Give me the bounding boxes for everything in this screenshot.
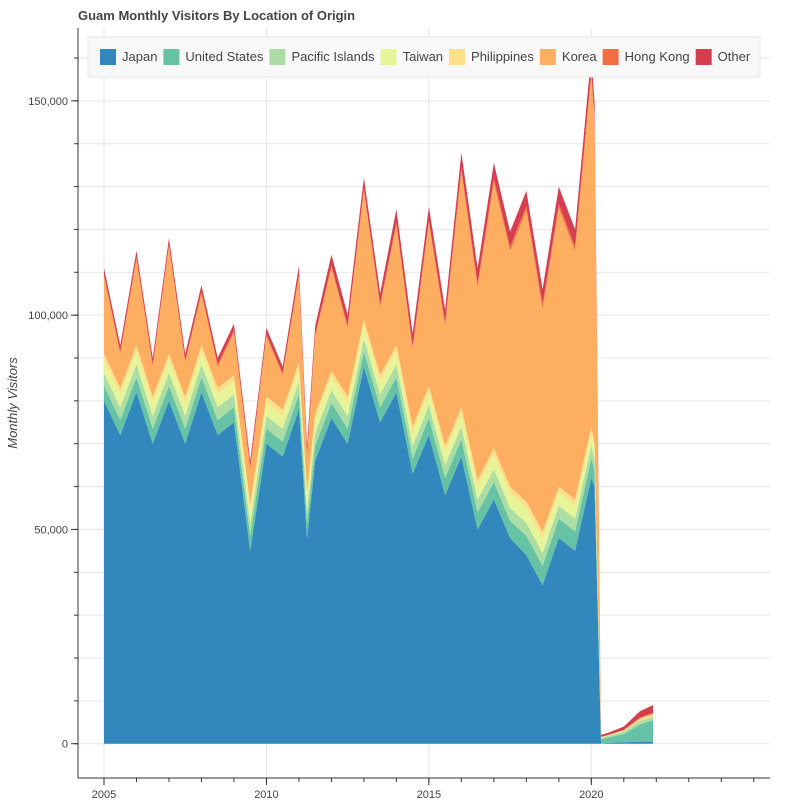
legend-label: Taiwan: [403, 49, 443, 64]
area-other: [103, 53, 654, 737]
legend-label: Philippines: [471, 49, 534, 64]
area-japan: [103, 366, 654, 744]
y-tick-label: 150,000: [28, 96, 68, 108]
y-tick-label: 100,000: [28, 310, 68, 322]
y-tick-label: 0: [62, 739, 68, 751]
legend-swatch: [539, 49, 556, 65]
legend-item[interactable]: Korea: [539, 49, 597, 65]
legend-swatch: [163, 49, 180, 65]
legend-label: Japan: [122, 49, 157, 64]
legend-layer: Japan United States Pacific Islands Taiwan P…: [87, 36, 761, 78]
legend-label: Korea: [562, 49, 597, 64]
legend-label: Pacific Islands: [291, 49, 375, 64]
x-tick-label: 2005: [92, 789, 116, 800]
legend-item[interactable]: Taiwan: [380, 49, 443, 65]
axis-layer: 0 50,000 100,000 150,000 2005 2010 2015 2020 Mon…: [5, 28, 770, 800]
legend-item[interactable]: Philippines: [449, 49, 534, 65]
legend-item[interactable]: Hong Kong: [602, 49, 690, 65]
legend-swatch: [602, 49, 619, 65]
legend-item[interactable]: Pacific Islands: [269, 49, 375, 65]
area-korea: [103, 75, 654, 737]
legend-swatch: [380, 49, 397, 65]
area-layer: [103, 53, 654, 744]
x-tick-label: 2015: [417, 789, 441, 800]
y-tick-label: 50,000: [34, 524, 68, 536]
legend-label: United States: [185, 49, 264, 64]
chart-title: Guam Monthly Visitors By Location of Ori…: [78, 8, 356, 23]
legend-item[interactable]: United States: [163, 49, 264, 65]
legend-swatch: [100, 49, 116, 65]
legend-label: Hong Kong: [625, 49, 690, 64]
legend-label: Other: [718, 49, 751, 64]
legend-item[interactable]: Japan: [100, 49, 157, 65]
legend-box: [87, 36, 761, 78]
legend-swatch: [695, 49, 712, 65]
x-tick-label: 2010: [254, 789, 278, 800]
y-axis-label: Monthly Visitors: [5, 357, 20, 449]
legend-swatch: [269, 49, 286, 65]
legend-item[interactable]: Other: [695, 49, 751, 65]
x-tick-label: 2020: [579, 789, 603, 800]
legend-swatch: [449, 49, 466, 65]
